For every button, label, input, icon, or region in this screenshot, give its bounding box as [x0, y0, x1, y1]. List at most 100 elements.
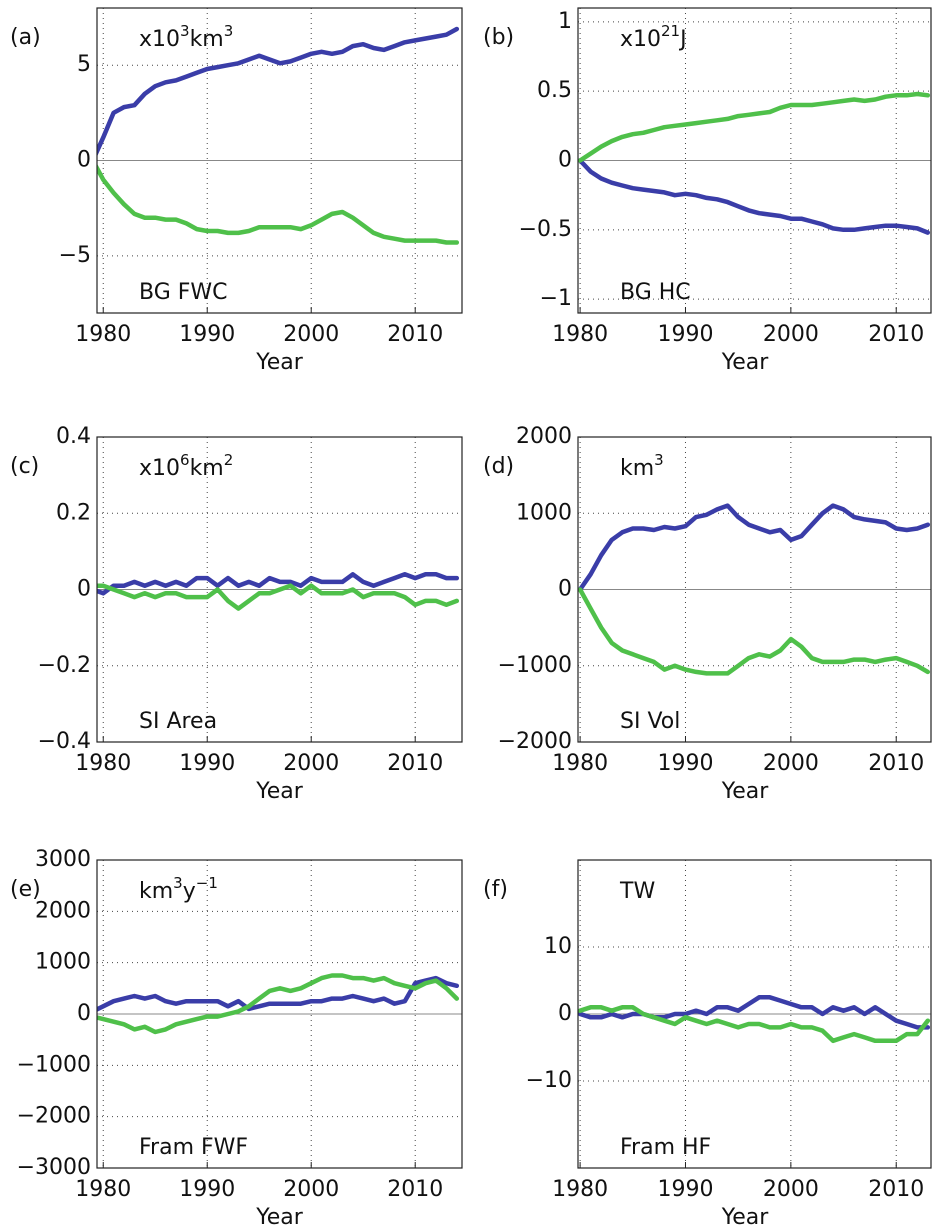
- y-tick-label: 0: [558, 148, 572, 173]
- unit-label: km3y−1: [139, 874, 218, 905]
- unit-part: x10: [139, 456, 180, 481]
- y-tick-label: 10: [544, 934, 572, 959]
- unit-part: 3: [173, 874, 183, 892]
- data-line: [97, 572, 460, 596]
- data-line: [578, 1005, 931, 1044]
- unit-part: 6: [180, 451, 190, 469]
- x-axis-label: Year: [255, 1205, 304, 1230]
- y-tick-label: 0: [77, 148, 91, 173]
- panel-letter: (e): [10, 877, 41, 902]
- y-tick-label: 0: [558, 577, 572, 602]
- y-tick-label: −2000: [498, 729, 572, 754]
- x-tick-label: 1980: [552, 322, 608, 347]
- plot-area: [97, 26, 460, 245]
- unit-label: x103km3: [139, 22, 233, 53]
- x-tick-label: 1990: [179, 1177, 235, 1202]
- y-tick-label: −10: [526, 1068, 572, 1093]
- y-tick-label: 2000: [35, 898, 91, 923]
- x-axis-label: Year: [721, 779, 770, 804]
- x-axis-label: Year: [255, 779, 304, 804]
- y-tick-label: −0.2: [38, 653, 91, 678]
- y-tick-label: 5: [77, 52, 91, 77]
- x-tick-label: 2010: [387, 322, 443, 347]
- unit-part: 21: [661, 22, 680, 40]
- x-tick-label: 2010: [868, 751, 924, 776]
- unit-label: x1021J: [620, 22, 687, 53]
- x-tick-label: 2010: [868, 322, 924, 347]
- y-tick-label: 1000: [516, 500, 572, 525]
- y-tick-label: 3000: [35, 847, 91, 872]
- unit-part: 2: [224, 451, 234, 469]
- y-tick-label: −1: [540, 286, 572, 311]
- data-line: [578, 995, 931, 1030]
- panel-label: SI Area: [139, 709, 217, 734]
- x-tick-label: 2000: [763, 751, 819, 776]
- x-tick-label: 1980: [75, 751, 131, 776]
- unit-part: km: [190, 27, 224, 52]
- panel-label: Fram HF: [620, 1135, 711, 1160]
- unit-part: x10: [139, 27, 180, 52]
- y-tick-label: −5: [59, 243, 91, 268]
- panel-label: BG HC: [620, 280, 691, 305]
- x-tick-label: 1990: [657, 1177, 713, 1202]
- data-line: [97, 163, 460, 245]
- y-tick-label: 0: [77, 577, 91, 602]
- x-axis-label: Year: [255, 350, 304, 375]
- x-tick-label: 1990: [657, 322, 713, 347]
- unit-label: km3: [620, 451, 664, 482]
- data-line: [97, 583, 460, 611]
- y-tick-label: 0.5: [537, 78, 572, 103]
- data-line: [97, 975, 460, 1012]
- unit-part: 3: [180, 22, 190, 40]
- unit-part: 3: [224, 22, 234, 40]
- unit-part: x10: [620, 27, 661, 52]
- panel-letter: (d): [483, 454, 514, 479]
- plot-frame: [577, 859, 932, 1169]
- unit-label: TW: [619, 879, 655, 904]
- x-axis-label: Year: [721, 350, 770, 375]
- data-line: [578, 158, 931, 235]
- plot-area: [578, 995, 931, 1044]
- panel: −3000 −2000 −1000 0 1000 2000 3000 1980 1990 2000…: [10, 847, 463, 1230]
- y-tick-label: 0.2: [56, 500, 91, 525]
- plot-frame: [577, 436, 932, 743]
- unit-label: x106km2: [139, 451, 233, 482]
- x-tick-label: 2000: [763, 322, 819, 347]
- y-tick-label: 2000: [516, 424, 572, 449]
- x-tick-label: 1980: [75, 322, 131, 347]
- panel-label: BG FWC: [139, 280, 228, 305]
- unit-part: km: [139, 879, 173, 904]
- x-tick-label: 2010: [868, 1177, 924, 1202]
- y-tick-label: −1000: [498, 653, 572, 678]
- x-tick-label: 2000: [283, 322, 339, 347]
- plot-area: [578, 91, 931, 235]
- plot-frame: [96, 436, 463, 743]
- panel-letter: (b): [483, 25, 514, 50]
- x-tick-label: 2000: [283, 1177, 339, 1202]
- y-tick-label: 0: [558, 1001, 572, 1026]
- panel: −2000 −1000 0 1000 2000 1980 1990 2000 2010 (d) km…: [483, 424, 932, 804]
- y-tick-label: −1000: [17, 1052, 91, 1077]
- unit-part: TW: [619, 879, 655, 904]
- plot-area: [97, 973, 460, 1035]
- panel-label: SI Vol: [620, 709, 680, 734]
- panel-letter: (f): [483, 877, 508, 902]
- panel-letter: (a): [10, 25, 41, 50]
- x-tick-label: 1990: [179, 751, 235, 776]
- x-tick-label: 2010: [387, 751, 443, 776]
- unit-part: J: [678, 27, 687, 52]
- y-tick-label: −3000: [17, 1155, 91, 1180]
- panel-letter: (c): [10, 454, 39, 479]
- x-axis-label: Year: [721, 1205, 770, 1230]
- unit-part: km: [190, 456, 224, 481]
- x-tick-label: 1990: [657, 751, 713, 776]
- y-tick-label: 1: [558, 9, 572, 34]
- panel-label: Fram FWF: [139, 1135, 248, 1160]
- x-tick-label: 1980: [552, 1177, 608, 1202]
- x-tick-label: 1990: [179, 322, 235, 347]
- plot-area: [578, 503, 931, 676]
- y-tick-label: −0.5: [519, 217, 572, 242]
- x-tick-label: 2010: [387, 1177, 443, 1202]
